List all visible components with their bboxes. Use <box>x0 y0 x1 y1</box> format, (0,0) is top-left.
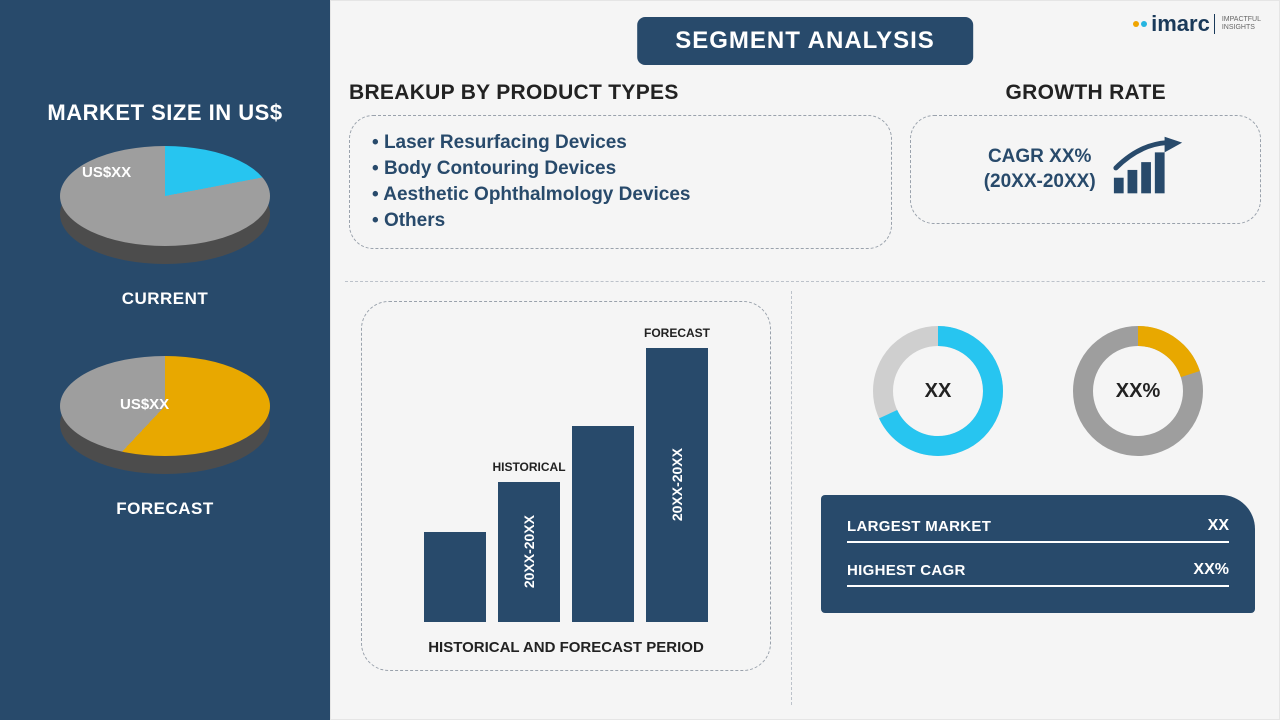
main-panel: imarc IMPACTFULINSIGHTS SEGMENT ANALYSIS… <box>330 0 1280 720</box>
product-item: Body Contouring Devices <box>372 156 869 182</box>
donut-chart: XX% <box>1068 321 1208 461</box>
metric-value: XX% <box>1193 561 1229 579</box>
growth-text: CAGR XX%(20XX-20XX) <box>984 145 1096 194</box>
donut-chart: XX <box>868 321 1008 461</box>
right-bottom-section: XX XX% LARGEST MARKET XX HIGHEST CAGR XX% <box>821 311 1255 613</box>
sidebar-title: MARKET SIZE IN US$ <box>47 100 282 126</box>
product-item: Laser Resurfacing Devices <box>372 130 869 156</box>
logo-tagline: IMPACTFULINSIGHTS <box>1222 16 1261 32</box>
pie-forecast: US$XX FORECAST <box>50 356 280 526</box>
brand-logo: imarc IMPACTFULINSIGHTS <box>1133 11 1261 37</box>
barchart-caption: HISTORICAL AND FORECAST PERIOD <box>362 639 770 656</box>
metric-row: LARGEST MARKET XX <box>847 517 1229 535</box>
metric-label: LARGEST MARKET <box>847 518 991 535</box>
divider-vertical <box>791 291 792 705</box>
pie-current-caption: CURRENT <box>122 289 209 309</box>
bar <box>572 426 634 622</box>
logo-text: imarc <box>1151 11 1210 37</box>
product-list: Laser Resurfacing DevicesBody Contouring… <box>372 130 869 234</box>
barchart-section: 20XX-20XXHISTORICAL 20XX-20XXFORECAST HIS… <box>361 301 771 671</box>
metric-value: XX <box>1208 517 1229 535</box>
product-item: Others <box>372 208 869 234</box>
products-heading: BREAKUP BY PRODUCT TYPES <box>349 81 892 105</box>
donut-center-value: XX% <box>1068 321 1208 461</box>
metric-label: HIGHEST CAGR <box>847 562 966 579</box>
page-title: SEGMENT ANALYSIS <box>637 17 973 65</box>
donut-center-value: XX <box>868 321 1008 461</box>
divider-horizontal <box>345 281 1265 282</box>
growth-heading: GROWTH RATE <box>910 81 1261 105</box>
sidebar: MARKET SIZE IN US$ US$XX CURRENT US$XX F… <box>0 0 330 720</box>
growth-chart-icon <box>1110 136 1188 203</box>
bar: 20XX-20XXFORECAST <box>646 348 708 622</box>
products-section: BREAKUP BY PRODUCT TYPES Laser Resurfaci… <box>349 81 892 249</box>
pie-forecast-value: US$XX <box>120 396 169 413</box>
pie-current: US$XX CURRENT <box>50 146 280 316</box>
product-item: Aesthetic Ophthalmology Devices <box>372 182 869 208</box>
metric-row: HIGHEST CAGR XX% <box>847 561 1229 579</box>
metrics-box: LARGEST MARKET XX HIGHEST CAGR XX% <box>821 495 1255 613</box>
growth-section: GROWTH RATE CAGR XX%(20XX-20XX) <box>910 81 1261 249</box>
donuts-row: XX XX% <box>821 321 1255 461</box>
bar: 20XX-20XXHISTORICAL <box>498 482 560 622</box>
pie-forecast-caption: FORECAST <box>116 499 214 519</box>
pie-current-value: US$XX <box>82 164 131 181</box>
bars-container: 20XX-20XXHISTORICAL 20XX-20XXFORECAST <box>402 342 730 622</box>
bar <box>424 532 486 622</box>
